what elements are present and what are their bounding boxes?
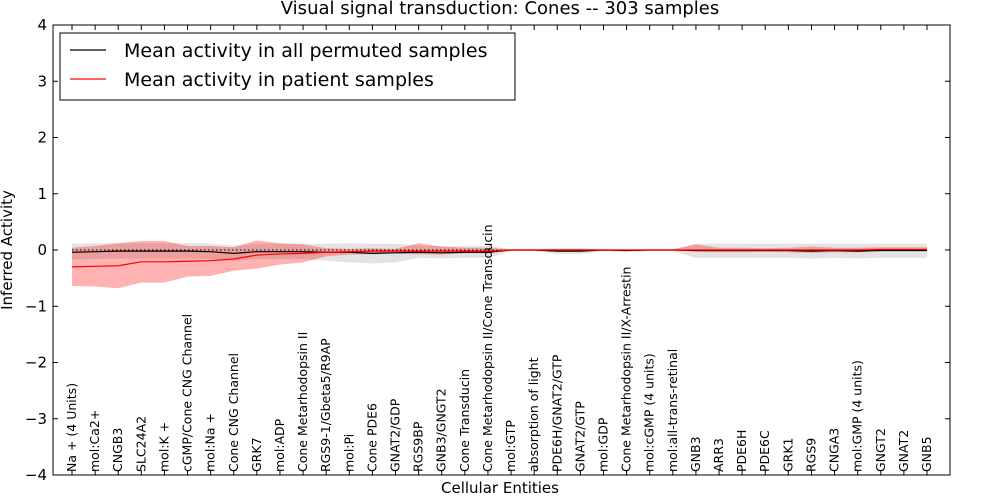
y-tick-label: 2	[37, 129, 47, 147]
x-category-label: GNAT2	[896, 430, 911, 472]
x-axis-ticks: Na + (4 Units) mol:Ca2+ CNGB3 SLC24A2 mol:K …	[64, 25, 934, 475]
y-tick-label: 3	[37, 72, 47, 90]
x-category-label: Cone Metarhodopsin II	[295, 332, 310, 472]
x-category-label: Na + (4 Units)	[64, 383, 79, 472]
y-tick-label: 4	[37, 16, 47, 34]
x-category-label: PDE6H	[734, 430, 749, 472]
band-permuted	[72, 243, 927, 264]
x-category-label: mol:Ca2+	[87, 410, 102, 472]
x-category-label: CNGB3	[110, 428, 125, 472]
x-category-label: Cone CNG Channel	[226, 353, 241, 472]
x-category-label: absorption of light	[526, 357, 541, 472]
chart-title: Visual signal transduction: Cones -- 303…	[281, 0, 719, 19]
x-category-label: mol:K +	[156, 422, 171, 472]
x-category-label: Cone Transducin	[457, 369, 472, 472]
x-category-label: mol:GDP	[595, 417, 610, 472]
y-tick-label: −4	[25, 466, 47, 484]
x-category-label: GRK1	[780, 437, 795, 472]
y-axis-label: Inferred Activity	[0, 190, 16, 310]
y-tick-label: 1	[37, 185, 47, 203]
band-patient	[72, 240, 927, 289]
x-category-label: RGS9	[803, 438, 818, 472]
x-category-label: mol:ADP	[272, 418, 287, 472]
x-category-label: CNGA3	[827, 428, 842, 472]
x-category-label: GRK7	[249, 437, 264, 472]
x-category-label: cGMP/Cone CNG Channel	[180, 314, 195, 472]
y-tick-label: 0	[37, 241, 47, 259]
x-category-label: GNAT2/GTP	[572, 401, 587, 472]
x-category-label: mol:cGMP (4 units)	[642, 353, 657, 472]
x-category-label: GNB3/GNGT2	[434, 388, 449, 472]
bands-layer	[72, 240, 927, 289]
legend: Mean activity in all permuted samples Me…	[59, 32, 516, 101]
y-tick-label: −2	[25, 354, 47, 372]
x-axis-label: Cellular Entities	[441, 479, 559, 497]
x-category-label: mol:Na +	[203, 413, 218, 472]
x-category-label: mol:GTP	[503, 420, 518, 472]
legend-box	[59, 32, 516, 101]
x-category-label: Cone Metarhodopsin II/X-Arrestin	[619, 267, 634, 472]
series-line-patient	[71, 248, 927, 268]
x-category-label: SLC24A2	[133, 416, 148, 472]
x-category-label: mol:GMP (4 units)	[850, 360, 865, 472]
x-category-label: RGS9BP	[411, 421, 426, 472]
x-category-label: PDE6C	[757, 430, 772, 472]
y-tick-label: −3	[25, 410, 47, 428]
x-category-label: GNGT2	[873, 428, 888, 472]
x-category-label: mol:all-trans-retinal	[665, 349, 680, 472]
x-category-label: GNAT2/GDP	[388, 398, 403, 472]
x-category-label: mol:Pi	[341, 434, 356, 472]
x-category-label: GNB3	[688, 436, 703, 472]
legend-label-patient: Mean activity in patient samples	[124, 69, 434, 91]
x-category-label: PDE6H/GNAT2/GTP	[549, 354, 564, 472]
x-category-label: RGS9-1/Gbeta5/R9AP	[318, 338, 333, 472]
x-category-label: ARR3	[711, 438, 726, 472]
x-category-label: Cone PDE6	[364, 403, 379, 472]
y-axis-ticks: 4 3 2 1 0 −1 −2 −3 −4	[25, 16, 950, 484]
lines-layer	[71, 248, 927, 268]
x-category-label: Cone Metarhodopsin II/Cone Transducin	[480, 224, 495, 472]
y-tick-label: −1	[25, 297, 47, 315]
x-category-label: GNB5	[919, 436, 934, 472]
legend-label-permuted: Mean activity in all permuted samples	[124, 40, 487, 62]
